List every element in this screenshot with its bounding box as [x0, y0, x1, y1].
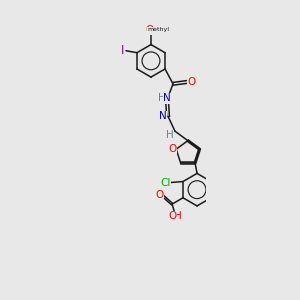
- Text: methyl: methyl: [148, 27, 169, 32]
- Text: N: N: [163, 94, 171, 103]
- Text: H: H: [166, 130, 173, 140]
- Text: O: O: [169, 144, 177, 154]
- Text: H: H: [174, 212, 182, 221]
- Text: Cl: Cl: [160, 178, 170, 188]
- Text: O: O: [155, 190, 164, 200]
- Text: O: O: [169, 212, 177, 221]
- Text: O: O: [188, 77, 196, 87]
- Text: O: O: [145, 25, 154, 35]
- Text: I: I: [121, 44, 124, 57]
- Text: H: H: [158, 94, 165, 103]
- Text: N: N: [159, 111, 167, 121]
